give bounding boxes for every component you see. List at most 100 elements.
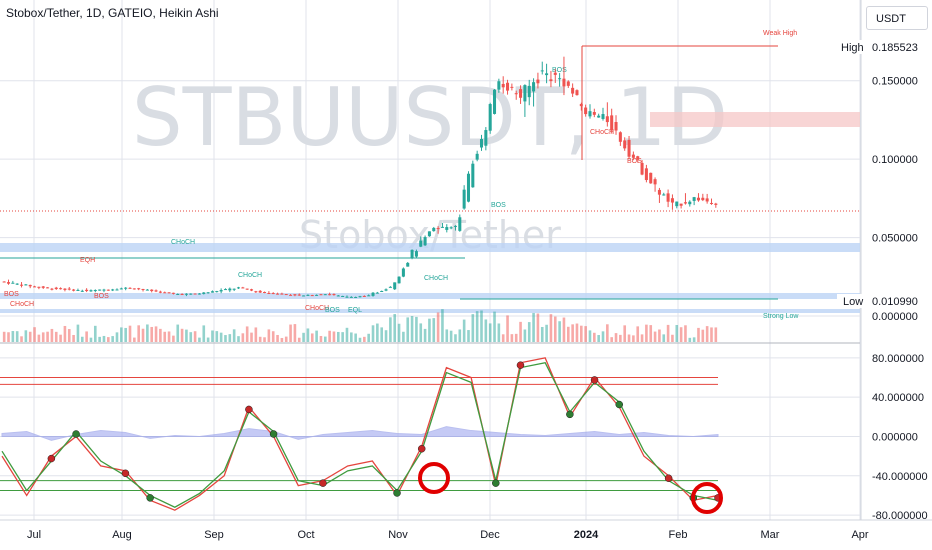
demand-zone-low	[0, 293, 860, 299]
volume-bar	[536, 313, 540, 342]
time-axis[interactable]	[0, 520, 932, 550]
strong-low-label: Strong Low	[763, 313, 799, 320]
candle-body	[670, 198, 674, 203]
volume-bar	[115, 332, 119, 342]
volume-bar	[254, 327, 258, 342]
volume-bar	[337, 331, 340, 342]
candle-body	[28, 284, 32, 287]
candle-body	[141, 288, 145, 290]
candle-body	[163, 292, 167, 294]
candle-body	[614, 122, 618, 131]
candle-body	[427, 231, 431, 237]
low-tag-box	[837, 294, 864, 308]
candle-body	[154, 290, 158, 292]
currency-button[interactable]: USDT	[866, 6, 928, 30]
volume-bar	[458, 329, 462, 342]
osc-series-0	[1, 357, 719, 511]
osc-tick-3: -40.000000	[872, 471, 928, 483]
candle-body	[484, 130, 488, 146]
candle-body	[263, 291, 267, 293]
volume-bar	[545, 324, 548, 342]
candle-body	[705, 198, 709, 202]
volume-bar	[185, 329, 188, 342]
candle-body	[449, 227, 453, 229]
volume-bar	[37, 334, 41, 342]
volume-bar	[345, 327, 349, 342]
osc-cross-dot	[319, 479, 327, 487]
volume-bar	[72, 334, 75, 342]
volume-bar	[493, 311, 496, 342]
volume-bar	[484, 319, 488, 342]
candle-body	[618, 132, 622, 142]
candle-body	[302, 295, 306, 297]
volume-bar	[705, 326, 709, 342]
candle-body	[293, 294, 297, 296]
supply-zone	[650, 112, 860, 127]
candle-body	[219, 290, 223, 292]
volume-bar	[315, 330, 318, 342]
chart-title: Stobox/Tether, 1D, GATEIO, Heikin Ashi	[6, 6, 219, 20]
candle-body	[345, 296, 349, 298]
candle-body	[358, 296, 362, 298]
candle-body	[80, 290, 84, 292]
candle-body	[432, 227, 436, 232]
candle-body	[249, 289, 254, 291]
volume-bar	[24, 330, 28, 342]
volume-bar	[610, 337, 613, 342]
candle-body	[380, 290, 384, 292]
candle-body	[601, 114, 605, 119]
volume-bar	[341, 332, 344, 342]
osc-cross-dot	[393, 489, 401, 497]
volume-bar	[159, 328, 162, 342]
volume-bar	[406, 317, 410, 342]
candle-body	[592, 112, 596, 115]
volume-bar	[675, 325, 679, 342]
osc-series-1	[1, 362, 719, 508]
volume-bar	[423, 328, 427, 342]
price-tick-2: 0.050000	[872, 233, 918, 245]
candle-body	[89, 290, 93, 292]
volume-bar	[428, 318, 431, 342]
volume-bar	[258, 336, 262, 342]
candle-body	[419, 240, 423, 247]
volume-bar	[319, 335, 323, 342]
volume-bar	[666, 324, 670, 342]
candle-body	[662, 194, 666, 196]
watermark-symbol: STBUUSDT, 1D	[132, 71, 728, 164]
volume-bar	[671, 334, 674, 342]
volume-bar	[506, 315, 509, 342]
candle-body	[631, 154, 635, 158]
volume-bar	[232, 329, 236, 342]
volume-bar	[714, 327, 718, 342]
volume-bar	[59, 334, 62, 342]
candle-body	[384, 289, 388, 291]
volume-bar	[519, 321, 522, 342]
volume-bar	[558, 321, 561, 342]
volume-bar	[76, 324, 80, 342]
volume-bar	[380, 327, 383, 342]
candle-body	[545, 73, 549, 76]
candle-body	[284, 294, 288, 296]
candle-body	[102, 289, 106, 291]
volume-bar	[120, 327, 123, 342]
high-tag-box	[837, 40, 864, 54]
oscillator-axis-labels: 80.000000 40.000000 0.000000 -40.000000 -80.…	[872, 353, 928, 522]
volume-bar	[202, 325, 206, 342]
osc-tick-4: -80.000000	[872, 510, 928, 522]
candle-body	[367, 295, 371, 297]
candle-body	[523, 85, 527, 102]
low-tag-label: Low	[843, 296, 863, 308]
candle-body	[20, 284, 24, 286]
volume-bar	[619, 334, 622, 342]
osc-cross-dot	[516, 361, 525, 369]
candle-body	[683, 202, 687, 204]
volume-bar	[263, 337, 266, 342]
volume-bar	[15, 331, 19, 342]
price-axis[interactable]	[861, 0, 932, 550]
candle-body	[636, 156, 640, 160]
eql-label: EQL	[348, 307, 362, 314]
volume-bar	[98, 336, 101, 342]
volume-bar	[54, 331, 58, 342]
candle-body	[575, 90, 579, 96]
